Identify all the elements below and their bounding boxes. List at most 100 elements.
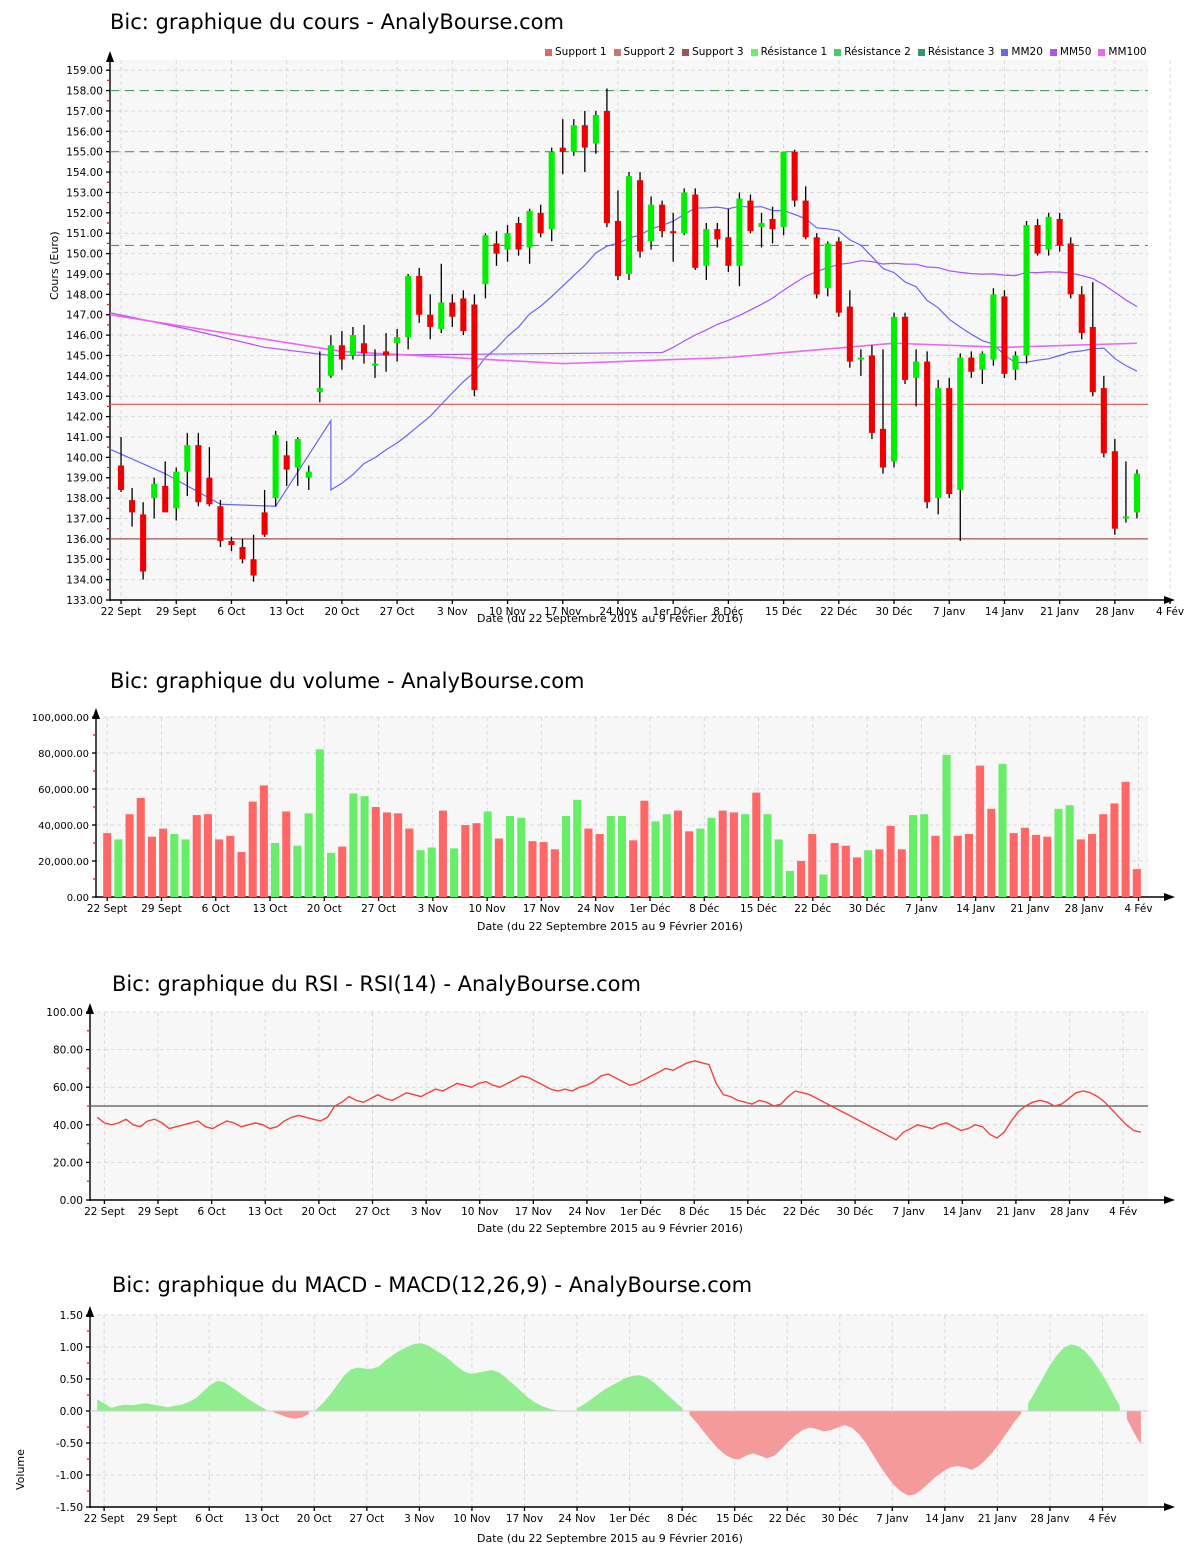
y-axis-tick-label: 152.00	[66, 208, 103, 220]
candle-body-bullish	[504, 233, 511, 250]
y-axis-tick-label: 150.00	[66, 249, 103, 261]
candle-body-bearish	[879, 428, 887, 468]
x-axis-tick-label: 14 Janv	[925, 1513, 964, 1525]
macd-chart-plot: -1.50 -1.00 -0.50 0.00 0.50 1.00 1.50 22 Sept 29…	[56, 1306, 1175, 1525]
volume-bar-down	[629, 840, 638, 897]
legend-entry-mm50[interactable]: MM50	[1049, 46, 1092, 58]
candlestick-series	[118, 88, 1140, 582]
y-axis-tick-label: 147.00	[66, 310, 103, 322]
rsi-x-axis-title: Date (du 22 Septembre 2015 au 9 Février …	[477, 1222, 743, 1235]
y-axis-tick-label: 100.00	[46, 1007, 83, 1019]
price-chart-panel: Bic: graphique du cours - AnalyBourse.co…	[0, 0, 1200, 640]
volume-bar-up	[170, 834, 179, 897]
y-axis-tick-label: 145.00	[66, 350, 103, 362]
volume-bar-down	[931, 835, 940, 897]
x-axis-tick-label: 15 Déc	[729, 1206, 766, 1218]
x-axis-tick-label: 17 Nov	[515, 1206, 552, 1218]
legend-entry-support-1[interactable]: Support 1	[545, 46, 607, 58]
candle-body-bearish	[714, 229, 721, 240]
x-axis-tick-label: 3 Nov	[411, 1206, 442, 1218]
x-axis-tick-label: 17 Nov	[544, 606, 581, 618]
volume-bar-down	[461, 825, 470, 897]
candle-body-bearish	[250, 559, 257, 576]
volume-bar-up	[707, 817, 716, 897]
candle-body-bullish	[151, 483, 158, 499]
x-axis-tick-label: 4 Fév	[1156, 606, 1184, 618]
candle-body-bullish	[1045, 216, 1052, 250]
candle-body-bearish	[118, 465, 125, 490]
candle-body-bearish	[835, 241, 842, 313]
candle-body-bullish	[935, 388, 942, 499]
legend-entry-mm20[interactable]: MM20	[1001, 46, 1043, 58]
y-axis-tick-label: -1.00	[56, 1470, 83, 1482]
volume-bar-down	[718, 810, 727, 897]
x-axis-tick-label: 13 Oct	[269, 606, 304, 618]
x-axis-tick-label: 22 Sept	[84, 1206, 125, 1218]
candle-body-bearish	[1078, 294, 1085, 334]
x-axis-tick-label: 6 Oct	[198, 1206, 226, 1218]
volume-bar-down	[673, 810, 682, 897]
volume-bar-down	[976, 765, 985, 897]
legend-entry-mm100[interactable]: MM100	[1098, 46, 1147, 58]
y-axis-tick-label: 151.00	[66, 228, 103, 240]
y-axis-tick-label: 140.00	[66, 452, 103, 464]
volume-bar-up	[1054, 808, 1063, 897]
price-chart-title: Bic: graphique du cours - AnalyBourse.co…	[110, 10, 564, 34]
legend-entry-r-sistance-3[interactable]: Résistance 3	[917, 46, 994, 58]
x-axis-tick-label: 28 Janv	[1065, 903, 1104, 915]
x-axis-arrow-icon	[1164, 1503, 1175, 1511]
candle-body-bearish	[1056, 218, 1063, 246]
candle-body-bullish	[681, 192, 688, 234]
x-axis-tick-label: 13 Oct	[248, 1206, 283, 1218]
volume-bar-up	[573, 799, 582, 897]
candle-body-bullish	[394, 337, 401, 344]
candle-body-bullish	[184, 445, 191, 472]
candle-body-bearish	[924, 361, 931, 503]
y-axis-arrow-icon	[106, 51, 114, 62]
y-axis-tick-label: 40.00	[53, 1120, 83, 1132]
legend-swatch-icon	[1098, 48, 1106, 56]
x-axis-tick-label: 13 Oct	[253, 903, 288, 915]
candle-body-bearish	[140, 514, 147, 572]
volume-bar-down	[1110, 803, 1119, 897]
volume-bar-down	[1020, 827, 1029, 897]
volume-bar-up	[774, 839, 783, 897]
candle-body-bullish	[648, 204, 655, 242]
x-axis-tick-label: 27 Oct	[349, 1513, 384, 1525]
candle-body-bullish	[1133, 473, 1140, 513]
price-chart-plot: 133.00 134.00 135.00 136.00 137.00 138.00 139.…	[66, 51, 1184, 618]
volume-bar-down	[371, 807, 380, 897]
x-axis-tick-label: 21 Janv	[978, 1513, 1017, 1525]
legend-entry-r-sistance-2[interactable]: Résistance 2	[834, 46, 911, 58]
y-axis-arrow-icon	[86, 1306, 94, 1317]
legend-entry-support-2[interactable]: Support 2	[613, 46, 675, 58]
volume-bar-up	[416, 850, 425, 897]
candle-body-bullish	[548, 151, 555, 230]
y-axis-tick-label: 1.00	[60, 1342, 83, 1354]
legend-swatch-icon	[613, 48, 621, 56]
x-axis-tick-label: 1er Déc	[653, 606, 694, 618]
volume-bar-down	[830, 843, 839, 897]
candle-body-bearish	[1111, 451, 1118, 529]
legend-swatch-icon	[1001, 48, 1009, 56]
legend-entry-support-3[interactable]: Support 3	[682, 46, 744, 58]
x-axis-tick-label: 20 Oct	[297, 1513, 332, 1525]
candle-body-bearish	[868, 355, 875, 433]
candle-body-bearish	[416, 276, 423, 315]
volume-bar-down	[394, 813, 403, 897]
y-axis-tick-label: 134.00	[66, 575, 103, 587]
volume-bar-down	[1088, 834, 1097, 897]
legend-label: MM50	[1059, 46, 1092, 58]
x-axis-tick-label: 28 Janv	[1030, 1513, 1069, 1525]
volume-bar-down	[237, 852, 246, 897]
x-axis-tick-label: 13 Oct	[244, 1513, 279, 1525]
volume-bar-up	[696, 828, 705, 897]
volume-bar-up	[785, 870, 794, 897]
y-axis-tick-label: 0.00	[60, 1406, 83, 1418]
x-axis-tick-label: 29 Sept	[138, 1206, 179, 1218]
legend-entry-r-sistance-1[interactable]: Résistance 1	[750, 46, 827, 58]
candle-body-bullish	[349, 335, 356, 356]
volume-bar-down	[897, 849, 906, 897]
x-axis-tick-label: 29 Sept	[141, 903, 182, 915]
candle-body-bearish	[515, 223, 522, 250]
